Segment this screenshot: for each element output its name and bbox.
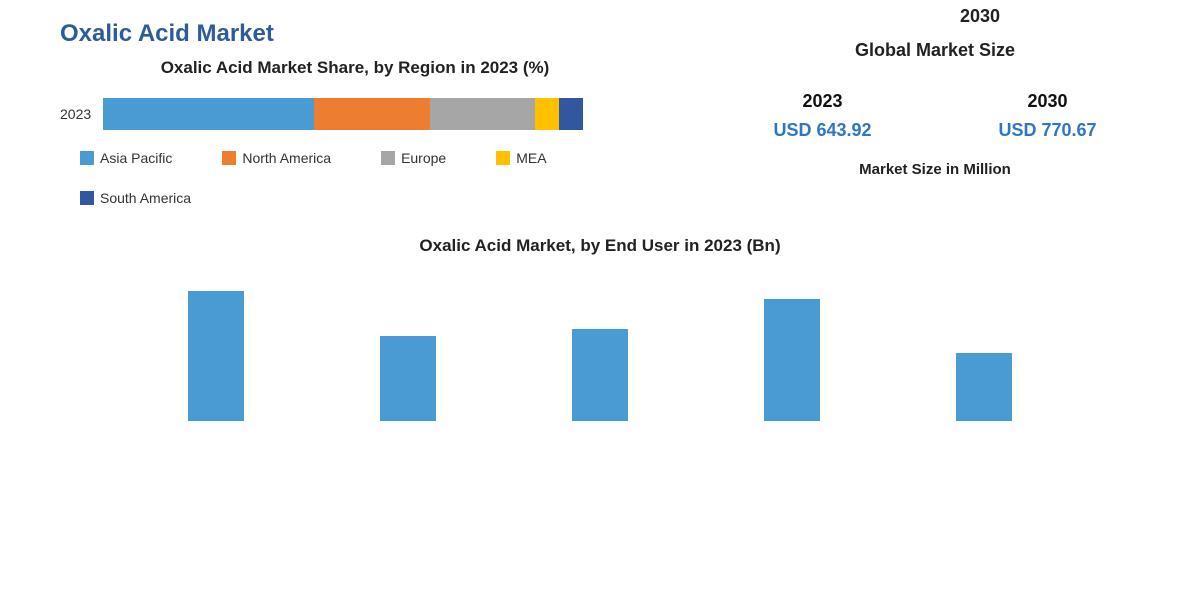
stacked-bar-chart: 2023 [60, 98, 670, 130]
bar-rect [380, 336, 436, 421]
legend-item: South America [80, 190, 191, 206]
market-size-panel: Global Market Size 2023 2030 USD 643.92 … [710, 20, 1160, 206]
legend-swatch [222, 151, 236, 165]
stacked-bar-ylabel: 2023 [60, 106, 91, 122]
market-size-unit: Market Size in Million [710, 161, 1160, 178]
bar-column [176, 291, 256, 421]
stacked-segment [559, 98, 583, 130]
value-2030: USD 770.67 [998, 120, 1096, 141]
market-size-years: 2023 2030 [710, 91, 1160, 112]
value-2023: USD 643.92 [773, 120, 871, 141]
legend-swatch [80, 151, 94, 165]
legend-swatch [381, 151, 395, 165]
legend-item: Asia Pacific [80, 150, 172, 166]
bar-column [944, 353, 1024, 421]
legend-label: South America [100, 190, 191, 206]
year-2023: 2023 [802, 91, 842, 112]
bar-rect [956, 353, 1012, 421]
region-chart-title: Oxalic Acid Market Share, by Region in 2… [40, 58, 670, 78]
enduser-chart-title: Oxalic Acid Market, by End User in 2023 … [40, 236, 1160, 256]
enduser-section: Oxalic Acid Market, by End User in 2023 … [40, 236, 1160, 421]
region-legend: Asia Pacific North America Europe MEA South … [80, 150, 670, 206]
legend-swatch [496, 151, 510, 165]
legend-label: Europe [401, 150, 446, 166]
legend-label: MEA [516, 150, 546, 166]
forecast-year-label: 2030 [960, 6, 1000, 27]
page-title: Oxalic Acid Market [60, 20, 670, 48]
legend-label: North America [242, 150, 331, 166]
market-size-values: USD 643.92 USD 770.67 [710, 120, 1160, 141]
bar-rect [572, 329, 628, 421]
region-panel: Oxalic Acid Market Oxalic Acid Market Sh… [40, 20, 670, 206]
enduser-bar-chart [40, 281, 1160, 421]
legend-swatch [80, 191, 94, 205]
legend-label: Asia Pacific [100, 150, 172, 166]
year-2030: 2030 [1027, 91, 1067, 112]
stacked-segment [535, 98, 559, 130]
top-section: Oxalic Acid Market Oxalic Acid Market Sh… [40, 20, 1160, 206]
legend-item: MEA [496, 150, 546, 166]
bar-rect [764, 299, 820, 421]
stacked-segment [430, 98, 536, 130]
stacked-segment [314, 98, 429, 130]
stacked-segment [103, 98, 314, 130]
legend-item: Europe [381, 150, 446, 166]
bar-column [560, 329, 640, 421]
bar-rect [188, 291, 244, 421]
bar-column [368, 336, 448, 421]
stacked-bar [103, 98, 583, 130]
legend-item: North America [222, 150, 331, 166]
market-size-title: Global Market Size [710, 40, 1160, 61]
bar-column [752, 299, 832, 421]
